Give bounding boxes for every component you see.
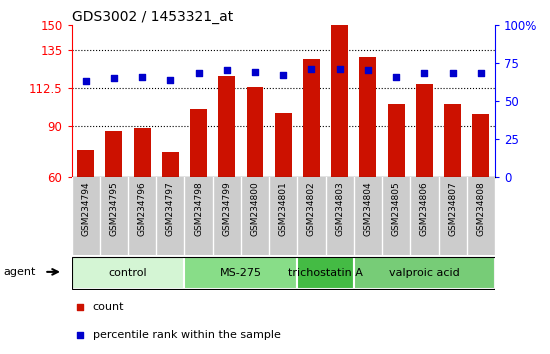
Text: GDS3002 / 1453321_at: GDS3002 / 1453321_at <box>72 10 233 24</box>
Text: GSM234806: GSM234806 <box>420 181 429 236</box>
Text: agent: agent <box>4 267 36 277</box>
Bar <box>360 57 376 177</box>
Bar <box>331 25 348 177</box>
Point <box>279 72 288 78</box>
Text: GSM234802: GSM234802 <box>307 181 316 235</box>
Text: count: count <box>92 302 124 312</box>
Bar <box>388 104 405 177</box>
Text: GSM234794: GSM234794 <box>81 181 90 235</box>
Point <box>166 77 175 82</box>
Point <box>81 78 90 84</box>
Text: GSM234799: GSM234799 <box>222 181 232 236</box>
Bar <box>246 87 263 177</box>
Text: GSM234797: GSM234797 <box>166 181 175 236</box>
Bar <box>184 257 298 289</box>
Bar <box>218 75 235 177</box>
Point <box>251 69 260 75</box>
Point <box>420 71 429 76</box>
Bar <box>298 257 354 289</box>
Text: GSM234795: GSM234795 <box>109 181 118 236</box>
Bar <box>134 128 151 177</box>
Text: valproic acid: valproic acid <box>389 268 460 278</box>
Point <box>448 71 457 76</box>
Point <box>109 75 118 81</box>
Bar <box>416 84 433 177</box>
Text: trichostatin A: trichostatin A <box>288 268 363 278</box>
Point <box>392 74 400 79</box>
Bar <box>303 59 320 177</box>
Text: percentile rank within the sample: percentile rank within the sample <box>92 330 280 341</box>
Bar <box>106 131 122 177</box>
Text: GSM234807: GSM234807 <box>448 181 457 236</box>
Text: GSM234804: GSM234804 <box>364 181 372 235</box>
Bar <box>72 257 184 289</box>
Text: MS-275: MS-275 <box>220 268 262 278</box>
Point <box>138 74 146 79</box>
Point <box>476 71 485 76</box>
Bar <box>77 150 94 177</box>
Text: GSM234803: GSM234803 <box>335 181 344 236</box>
Text: GSM234796: GSM234796 <box>138 181 147 236</box>
Text: GSM234798: GSM234798 <box>194 181 203 236</box>
Text: GSM234801: GSM234801 <box>279 181 288 236</box>
Bar <box>162 152 179 177</box>
Bar <box>472 114 490 177</box>
Point <box>194 71 203 76</box>
Text: GSM234808: GSM234808 <box>476 181 486 236</box>
Bar <box>190 109 207 177</box>
Text: GSM234805: GSM234805 <box>392 181 401 236</box>
Bar <box>354 257 495 289</box>
Point <box>364 68 372 73</box>
Point <box>307 66 316 72</box>
Text: GSM234800: GSM234800 <box>250 181 260 236</box>
Bar <box>444 104 461 177</box>
Point <box>222 68 231 73</box>
Point <box>336 66 344 72</box>
Point <box>356 181 365 187</box>
Bar <box>275 113 292 177</box>
Text: control: control <box>109 268 147 278</box>
